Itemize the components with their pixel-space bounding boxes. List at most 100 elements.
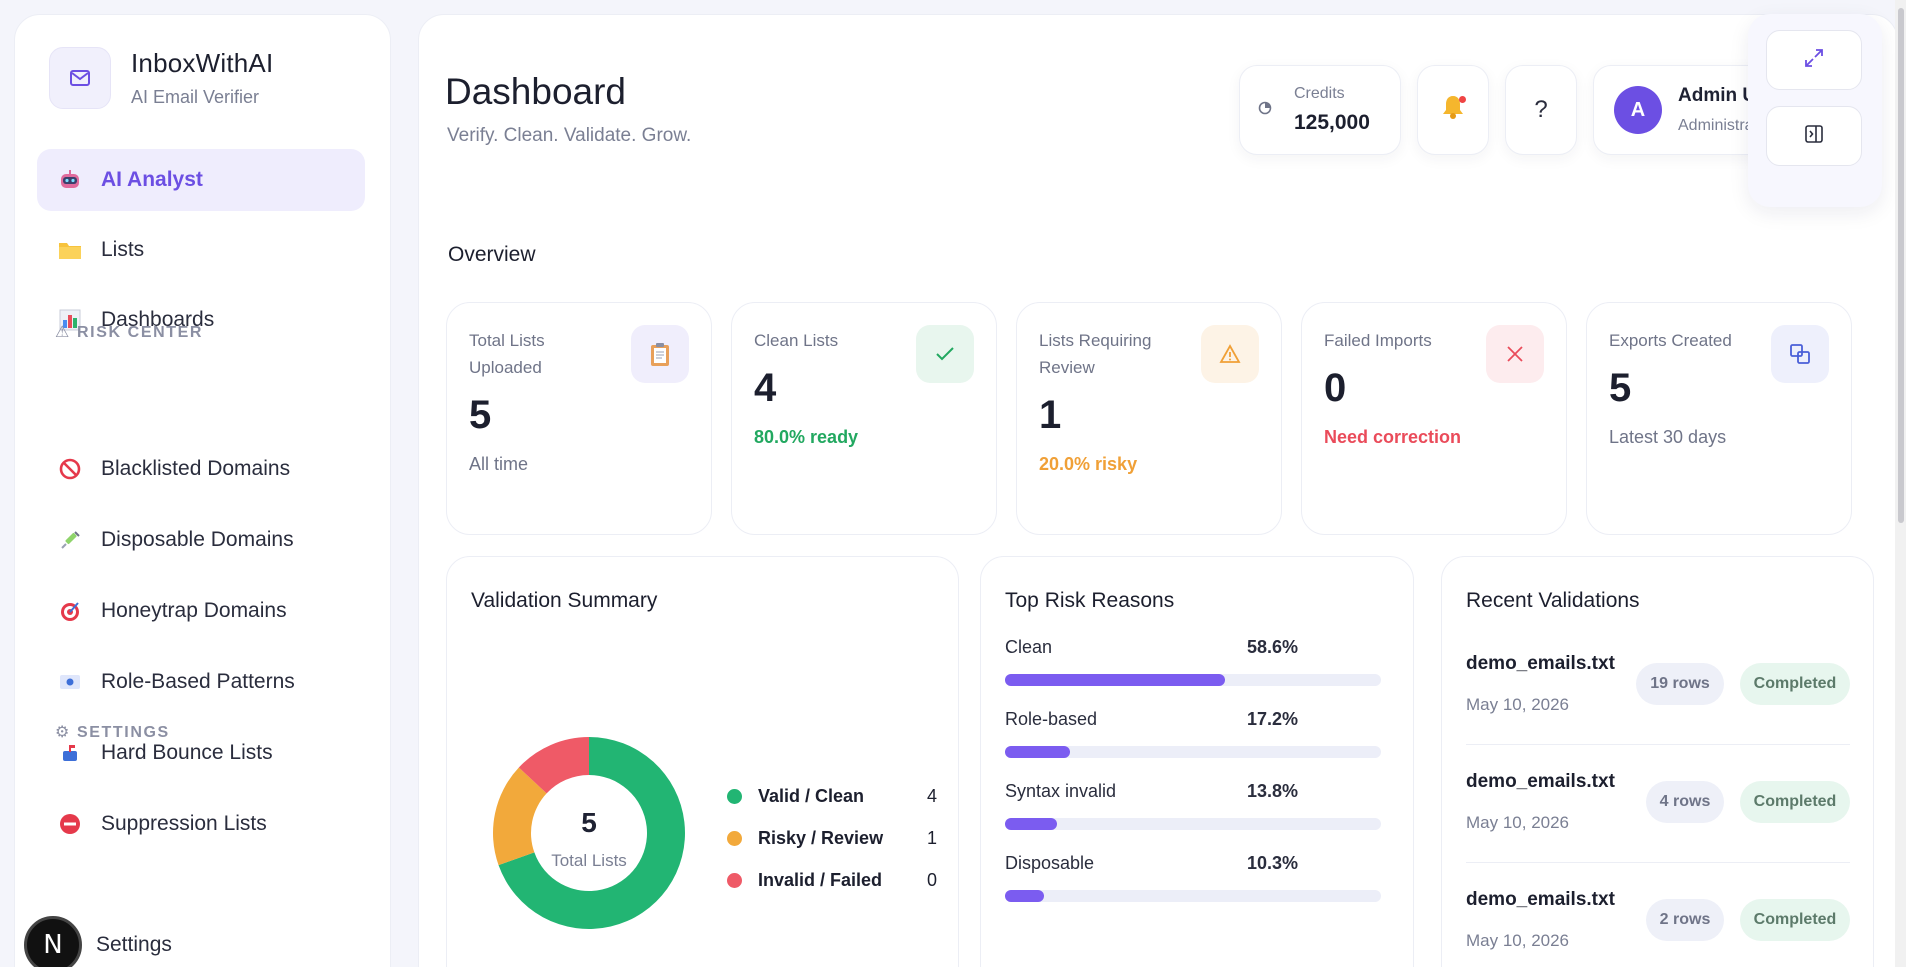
progress-fill (1005, 890, 1044, 902)
risk-row: Clean 58.6% (1005, 637, 1381, 686)
sidebar-item-lists[interactable]: Lists (37, 219, 365, 281)
risk-label: Clean (1005, 637, 1053, 657)
risk-row: Syntax invalid 13.8% (1005, 781, 1381, 830)
stat-card-clean-lists[interactable]: Clean Lists 4 80.0% ready (731, 302, 997, 535)
stat-card-exports-created[interactable]: Exports Created 5 Latest 30 days (1586, 302, 1852, 535)
progress-track (1005, 818, 1381, 830)
stat-value: 1 (1039, 393, 1062, 437)
avatar: A (1614, 86, 1662, 134)
sidebar-item-label: Suppression Lists (101, 811, 267, 835)
stat-card-failed-imports[interactable]: Failed Imports 0 Need correction (1301, 302, 1567, 535)
folder-icon (57, 237, 83, 263)
sidebar-panel-icon (1804, 124, 1824, 149)
file-date: May 10, 2026 (1466, 695, 1570, 714)
stat-foot: 80.0% ready (754, 427, 859, 447)
nextjs-devtools-button[interactable]: N (24, 916, 82, 967)
risk-label: Disposable (1005, 853, 1095, 873)
help-button[interactable]: ? (1505, 65, 1577, 155)
sidebar-item-label: Role-Based Patterns (101, 669, 295, 693)
risk-center-nav: Blacklisted Domains Disposable Domains H… (37, 437, 365, 863)
risk-row: Disposable 10.3% (1005, 853, 1381, 902)
donut-center-label: Total Lists (551, 851, 627, 870)
progress-fill (1005, 746, 1070, 758)
risk-center-heading: ⚠ RISK CENTER (55, 324, 204, 341)
robot-icon (57, 167, 83, 193)
progress-track (1005, 674, 1381, 686)
main-panel: Dashboard Verify. Clean. Validate. Grow.… (418, 14, 1898, 967)
sidebar-item-suppression-lists[interactable]: Suppression Lists (37, 792, 365, 855)
credits-value: 125,000 (1294, 111, 1370, 134)
legend-item[interactable]: Invalid / Failed 0 (727, 859, 937, 901)
stat-label: Clean Lists (754, 331, 839, 350)
stats-row: Total Lists Uploaded 5 All time Clean Li… (446, 302, 1871, 535)
stat-value: 0 (1324, 366, 1347, 410)
file-date: May 10, 2026 (1466, 931, 1570, 950)
file-date: May 10, 2026 (1466, 813, 1570, 832)
validation-summary-card: Validation Summary 5 Total Lists Valid /… (446, 556, 959, 967)
page-title: Dashboard (445, 71, 627, 112)
donut-slice-invalid-failed[interactable] (518, 737, 589, 794)
legend-item[interactable]: Risky / Review 1 (727, 817, 937, 859)
sidebar-item-label: Hard Bounce Lists (101, 740, 273, 764)
status-badge: Completed (1740, 899, 1850, 941)
bell-icon (1441, 94, 1465, 127)
overview-heading: Overview (448, 243, 536, 266)
check-icon (916, 325, 974, 383)
legend-swatch (727, 872, 742, 888)
list-item[interactable]: demo_emails.txt May 10, 2026 19 rows Com… (1466, 627, 1850, 745)
sidebar-item-dashboards[interactable]: Dashboards (37, 289, 365, 351)
no-entry-icon (57, 811, 83, 837)
expand-button[interactable] (1766, 30, 1862, 90)
sidebar-item-blacklisted-domains[interactable]: Blacklisted Domains (37, 437, 365, 500)
rows-badge: 2 rows (1646, 899, 1724, 941)
sidebar-item-role-based-patterns[interactable]: Role-Based Patterns (37, 650, 365, 713)
brand[interactable]: InboxWithAI AI Email Verifier (49, 47, 273, 109)
risk-row: Role-based 17.2% (1005, 709, 1381, 758)
file-name: demo_emails.txt (1466, 653, 1615, 674)
stat-card-lists-requiring-review[interactable]: Lists Requiring Review 1 20.0% risky (1016, 302, 1282, 535)
stat-value: 5 (469, 393, 492, 437)
credits-widget[interactable]: Credits 125,000 (1239, 65, 1401, 155)
stat-label: Lists Requiring Review (1039, 331, 1152, 377)
legend-value: 0 (926, 869, 937, 890)
sidebar-item-honeytrap-domains[interactable]: Honeytrap Domains (37, 579, 365, 642)
sidebar-item-settings[interactable]: Settings (22, 914, 350, 967)
progress-track (1005, 746, 1381, 758)
risk-percent: 13.8% (1247, 781, 1299, 801)
warning-icon (1201, 325, 1259, 383)
clipboard-icon (631, 325, 689, 383)
stat-label: Exports Created (1609, 331, 1732, 350)
card-title: Validation Summary (471, 589, 658, 612)
sidebar-item-label: Dashboards (101, 308, 215, 331)
status-badge: Completed (1740, 663, 1850, 705)
mailbox-icon (57, 740, 83, 766)
donut-center-value: 5 (581, 807, 597, 838)
file-name: demo_emails.txt (1466, 771, 1615, 792)
top-risk-reasons-card: Top Risk Reasons Clean 58.6% Role-based 17… (980, 556, 1414, 967)
sidebar-item-ai-analyst[interactable]: AI Analyst (37, 149, 365, 211)
pie-icon (1258, 101, 1272, 120)
credits-label: Credits (1294, 85, 1345, 102)
stat-foot: 20.0% risky (1039, 454, 1138, 474)
notifications-button[interactable] (1417, 65, 1489, 155)
donut-slice-valid-clean[interactable] (498, 737, 685, 929)
mail-icon (49, 47, 111, 109)
list-item[interactable]: demo_emails.txt May 10, 2026 4 rows Comp… (1466, 745, 1850, 863)
sidebar-item-hard-bounce-lists[interactable]: Hard Bounce Lists (37, 721, 365, 784)
scrollbar-thumb[interactable] (1898, 8, 1904, 523)
sidebar-item-disposable-domains[interactable]: Disposable Domains (37, 508, 365, 571)
sidebar-nav: AI Analyst Lists Dashboards (37, 149, 365, 359)
export-icon (1771, 325, 1829, 383)
sidebar: InboxWithAI AI Email Verifier AI Analyst… (14, 14, 391, 967)
stat-card-total-lists[interactable]: Total Lists Uploaded 5 All time (446, 302, 712, 535)
prohibited-icon (57, 456, 83, 482)
legend-label: Risky / Review (758, 827, 884, 848)
expand-icon (1803, 47, 1825, 74)
toggle-panel-button[interactable] (1766, 106, 1862, 166)
donut-slice-risky-review[interactable] (493, 767, 547, 866)
legend-swatch (727, 788, 742, 804)
legend-item[interactable]: Valid / Clean 4 (727, 775, 937, 817)
legend-label: Invalid / Failed (758, 869, 883, 890)
list-item[interactable]: demo_emails.txt May 10, 2026 2 rows Comp… (1466, 863, 1850, 967)
sidebar-item-label: Honeytrap Domains (101, 598, 287, 622)
